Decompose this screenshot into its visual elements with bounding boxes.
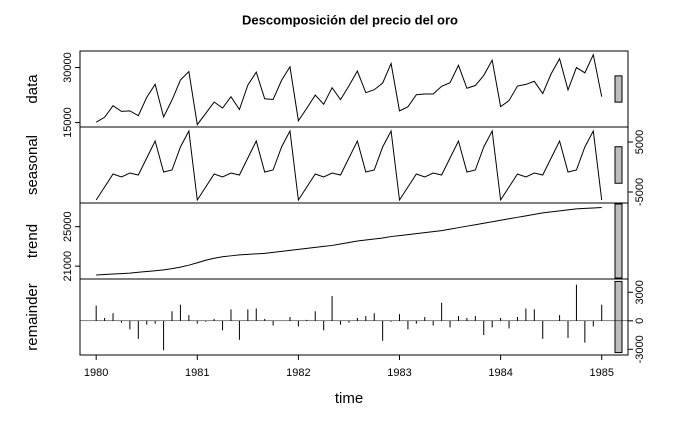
series-line xyxy=(95,129,603,202)
scale-bar xyxy=(614,280,623,354)
panel-frame xyxy=(79,202,629,280)
panel-frame xyxy=(79,50,629,128)
scale-bar xyxy=(614,203,623,279)
y-tick-label: -5000 xyxy=(634,178,646,206)
y-axis-label: seasonal xyxy=(24,135,41,195)
x-tick-label: 1983 xyxy=(387,367,411,379)
y-tick-label: 3000 xyxy=(634,280,646,304)
x-tick-label: 1981 xyxy=(185,367,209,379)
y-tick-label: 5000 xyxy=(634,130,646,154)
y-tick-label: 25000 xyxy=(62,211,74,242)
y-tick-label: 30000 xyxy=(62,52,74,83)
y-axis-label: remainder xyxy=(24,283,41,351)
x-axis-label: time xyxy=(335,390,363,407)
chart-title: Descomposición del precio del oro xyxy=(242,12,458,27)
y-tick-label: 15000 xyxy=(62,107,74,138)
series-line xyxy=(96,206,602,276)
series-line xyxy=(95,53,603,126)
scale-bar xyxy=(614,75,623,103)
x-tick-label: 1985 xyxy=(589,367,613,379)
x-tick-label: 1980 xyxy=(84,367,108,379)
panel-frame xyxy=(79,278,629,356)
x-tick-label: 1984 xyxy=(488,367,512,379)
y-tick-label: 0 xyxy=(634,318,646,324)
y-tick-label: 21000 xyxy=(62,251,74,282)
y-tick-label: -3000 xyxy=(634,335,646,363)
y-axis-label: data xyxy=(24,74,41,104)
scale-bar xyxy=(614,146,623,184)
y-axis-label: trend xyxy=(24,224,41,258)
x-tick-label: 1982 xyxy=(286,367,310,379)
